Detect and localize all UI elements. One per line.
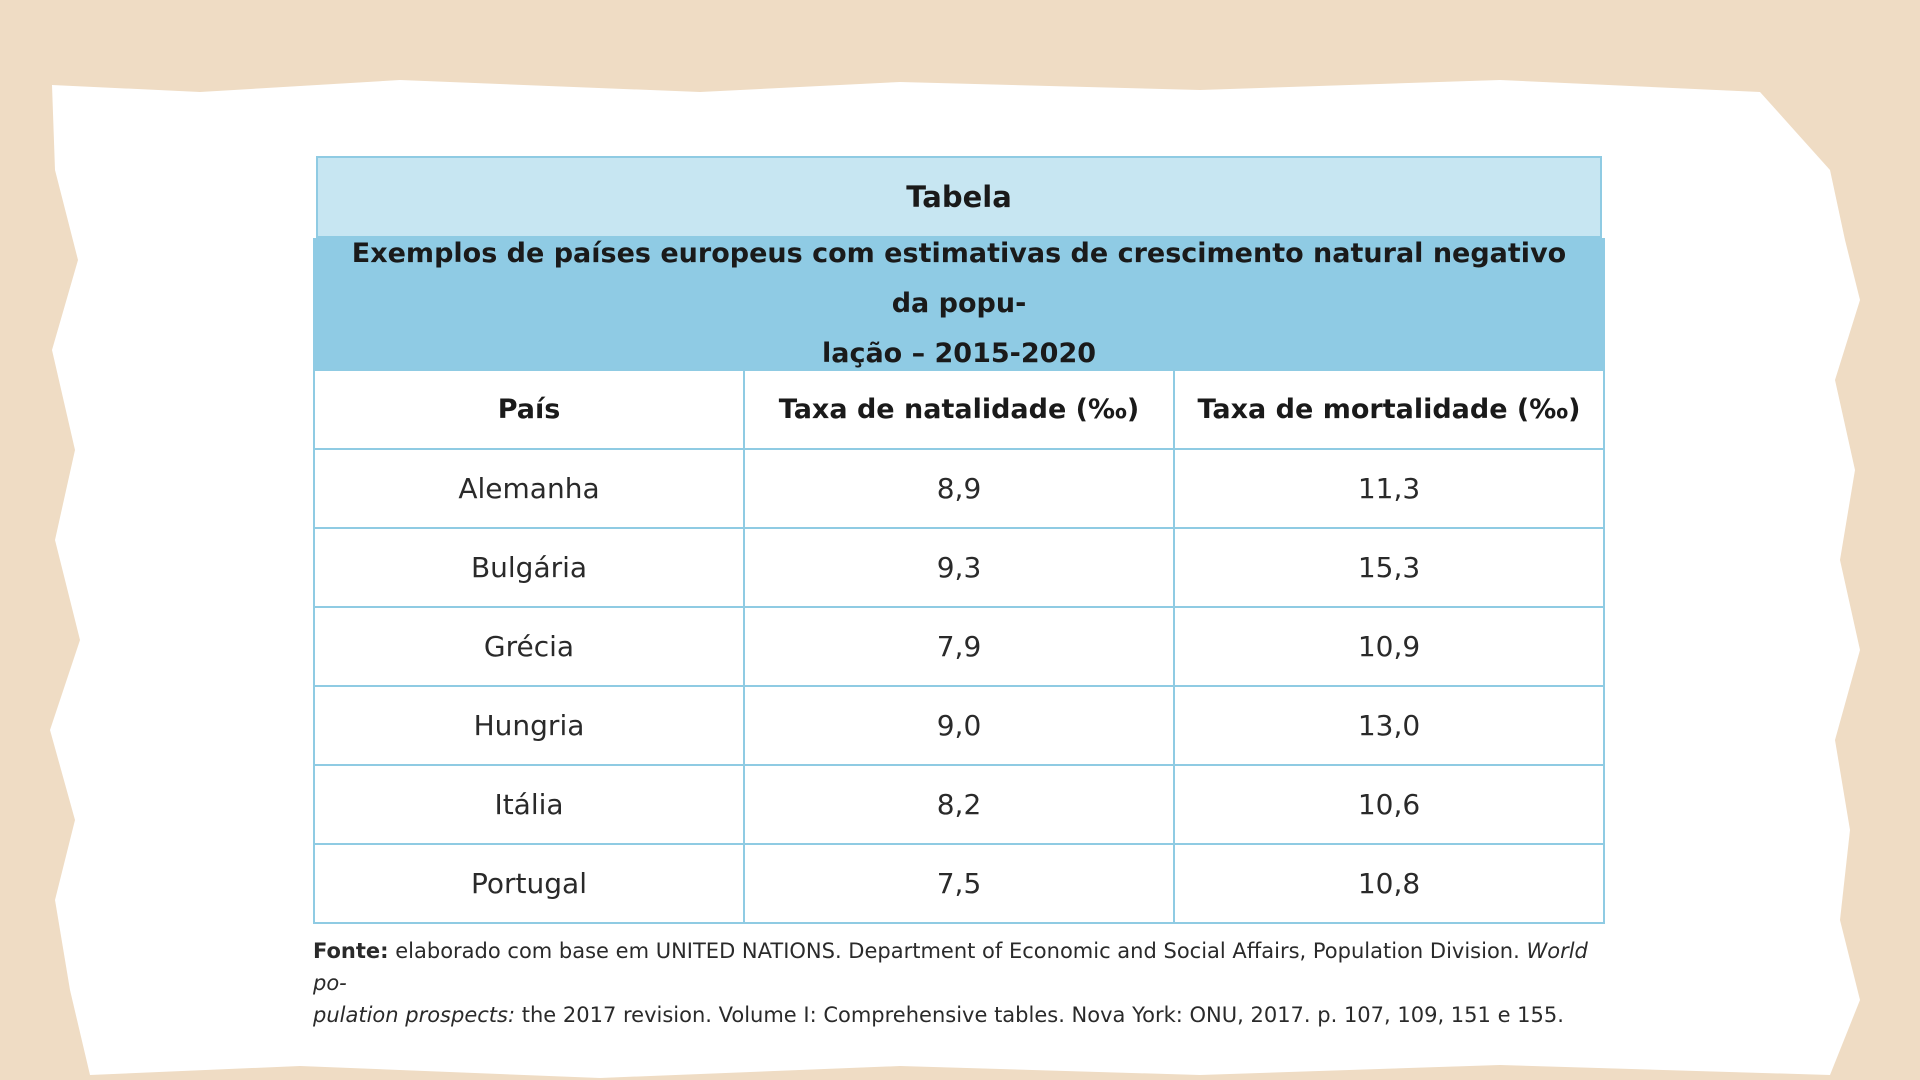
table-row: Hungria 9,0 13,0: [313, 685, 1605, 766]
cell-birth-rate: 9,0: [743, 685, 1175, 766]
source-label: Fonte:: [313, 939, 389, 963]
data-table: Tabela Exemplos de países europeus com e…: [313, 156, 1605, 924]
source-text: elaborado com base em UNITED NATIONS. De…: [388, 939, 1527, 963]
table-label: Tabela: [316, 156, 1602, 238]
cell-birth-rate: 8,9: [743, 448, 1175, 529]
source-title-cont: pulation prospects:: [313, 1003, 516, 1027]
cell-country: Bulgária: [313, 527, 745, 608]
header-country: País: [313, 369, 745, 450]
cell-death-rate: 10,9: [1173, 606, 1605, 687]
cell-birth-rate: 7,5: [743, 843, 1175, 924]
cell-death-rate: 10,6: [1173, 764, 1605, 845]
table-row: Alemanha 8,9 11,3: [313, 448, 1605, 529]
cell-country: Portugal: [313, 843, 745, 924]
table-title-line-1: Exemplos de países europeus com estimati…: [351, 237, 1567, 319]
cell-death-rate: 15,3: [1173, 527, 1605, 608]
source-title: World po-: [313, 939, 1588, 995]
cell-death-rate: 11,3: [1173, 448, 1605, 529]
source-note: Fonte: elaborado com base em UNITED NATI…: [313, 935, 1613, 1031]
header-row: País Taxa de natalidade (‰) Taxa de mort…: [313, 369, 1605, 450]
cell-birth-rate: 9,3: [743, 527, 1175, 608]
header-birth-rate: Taxa de natalidade (‰): [743, 369, 1175, 450]
table-row: Bulgária 9,3 15,3: [313, 527, 1605, 608]
table-row: Portugal 7,5 10,8: [313, 843, 1605, 924]
cell-country: Grécia: [313, 606, 745, 687]
cell-country: Itália: [313, 764, 745, 845]
table-title-line-2: lação – 2015-2020: [821, 337, 1097, 369]
cell-birth-rate: 8,2: [743, 764, 1175, 845]
cell-death-rate: 13,0: [1173, 685, 1605, 766]
cell-death-rate: 10,8: [1173, 843, 1605, 924]
table-title: Exemplos de países europeus com estimati…: [313, 238, 1605, 369]
header-death-rate: Taxa de mortalidade (‰): [1173, 369, 1605, 450]
table-row: Itália 8,2 10,6: [313, 764, 1605, 845]
cell-country: Alemanha: [313, 448, 745, 529]
cell-birth-rate: 7,9: [743, 606, 1175, 687]
cell-country: Hungria: [313, 685, 745, 766]
table-row: Grécia 7,9 10,9: [313, 606, 1605, 687]
source-text-cont: the 2017 revision. Volume I: Comprehensi…: [515, 1003, 1564, 1027]
